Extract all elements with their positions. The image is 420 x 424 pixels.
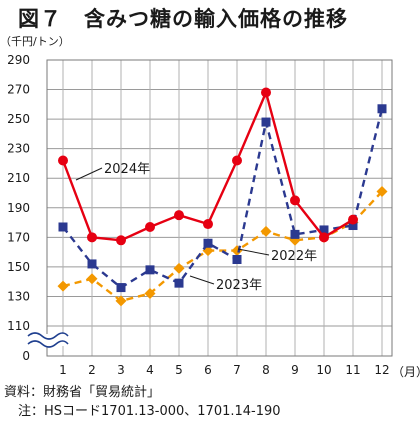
data-point-2024年 — [203, 219, 213, 230]
data-point-2024年 — [290, 195, 300, 206]
data-point-2023年 — [145, 265, 155, 275]
x-tick-label: 2 — [88, 363, 96, 377]
series-line-2022年 — [62, 190, 383, 303]
data-point-2024年 — [174, 210, 184, 221]
x-tick-label: 8 — [262, 363, 270, 377]
data-point-2024年 — [87, 232, 97, 243]
data-point-2023年 — [116, 283, 126, 293]
y-tick-label: 250 — [7, 112, 30, 126]
series-line-2023年 — [62, 108, 384, 289]
data-point-2023年 — [377, 104, 387, 114]
data-point-2022年 — [86, 273, 98, 285]
y-tick-label: 270 — [7, 83, 30, 97]
axis-break-gap — [28, 334, 68, 346]
data-point-2023年 — [87, 259, 97, 269]
hs-code-note: 注：HSコード1701.13-000、1701.14-190 — [18, 404, 281, 419]
y-tick-label: 190 — [7, 201, 30, 215]
x-tick-label: 12 — [374, 363, 389, 377]
y-tick-labels: 0 110 130 150 170 190 210 230 250 270 290 — [7, 53, 30, 363]
data-point-2024年 — [232, 155, 242, 166]
data-point-2023年 — [261, 117, 271, 127]
series-label-leader — [189, 275, 215, 285]
data-point-2022年 — [144, 287, 156, 299]
y-tick-label: 130 — [7, 289, 30, 303]
data-point-2024年 — [145, 221, 155, 232]
series-label-2024年: 2024年 — [104, 162, 150, 177]
data-point-2023年 — [174, 278, 184, 288]
x-tick-label: 9 — [291, 363, 299, 377]
series-layer — [57, 87, 388, 307]
x-tick-label: 7 — [233, 363, 241, 377]
data-point-2023年 — [58, 222, 68, 232]
footnotes: 資料：財務省「貿易統計」 注：HSコード1701.13-000、1701.14-… — [4, 383, 281, 421]
data-point-2023年 — [348, 221, 358, 231]
y-tick-label: 110 — [7, 319, 30, 333]
data-point-2023年 — [290, 229, 300, 239]
data-point-2023年 — [203, 238, 213, 248]
series-label-leader — [237, 248, 270, 256]
data-point-2024年 — [348, 214, 358, 225]
data-point-2022年 — [115, 295, 127, 307]
y-tick-label: 0 — [22, 349, 30, 363]
x-tick-label: 3 — [117, 363, 125, 377]
data-point-2024年 — [261, 87, 271, 98]
x-tick-label: 4 — [146, 363, 154, 377]
series-label-leader — [75, 167, 103, 181]
data-point-2022年 — [260, 225, 272, 237]
x-tick-label: 5 — [175, 363, 183, 377]
series-labels: 2024年 2023年 2022年 — [75, 162, 317, 293]
y-tick-label: 210 — [7, 171, 30, 185]
data-point-2022年 — [57, 280, 69, 292]
y-axis-unit-label: （千円/トン） — [0, 35, 70, 48]
chart-title: 図７ 含みつ糖の輸入価格の推移 — [18, 7, 348, 31]
axis-break-wave — [27, 332, 69, 340]
data-point-2023年 — [232, 255, 242, 264]
series-label-2023年: 2023年 — [216, 278, 262, 293]
y-tick-label: 230 — [7, 142, 30, 156]
data-point-2022年 — [376, 186, 388, 198]
x-tick-label: 6 — [204, 363, 212, 377]
data-point-2024年 — [116, 235, 126, 246]
plot-frame — [46, 59, 393, 357]
axis-break-mark — [27, 332, 69, 348]
data-point-2023年 — [319, 225, 329, 235]
data-point-2022年 — [173, 262, 185, 274]
grid-layer — [47, 59, 392, 356]
source-note: 資料：財務省「貿易統計」 — [4, 385, 161, 400]
x-tick-label: 10 — [316, 363, 331, 377]
x-tick-label: 1 — [59, 363, 67, 377]
x-tick-labels: 1 2 3 4 5 6 7 8 9 10 11 12 — [59, 363, 389, 377]
y-tick-label: 290 — [7, 53, 30, 67]
y-tick-label: 170 — [7, 230, 30, 244]
axis-break-wave — [27, 340, 69, 348]
y-tick-label: 150 — [7, 260, 30, 274]
data-point-2024年 — [58, 155, 68, 166]
series-label-2022年: 2022年 — [271, 249, 317, 264]
x-tick-label: 11 — [345, 363, 360, 377]
data-point-2024年 — [319, 232, 329, 243]
x-axis-unit-label: （月） — [392, 365, 420, 379]
